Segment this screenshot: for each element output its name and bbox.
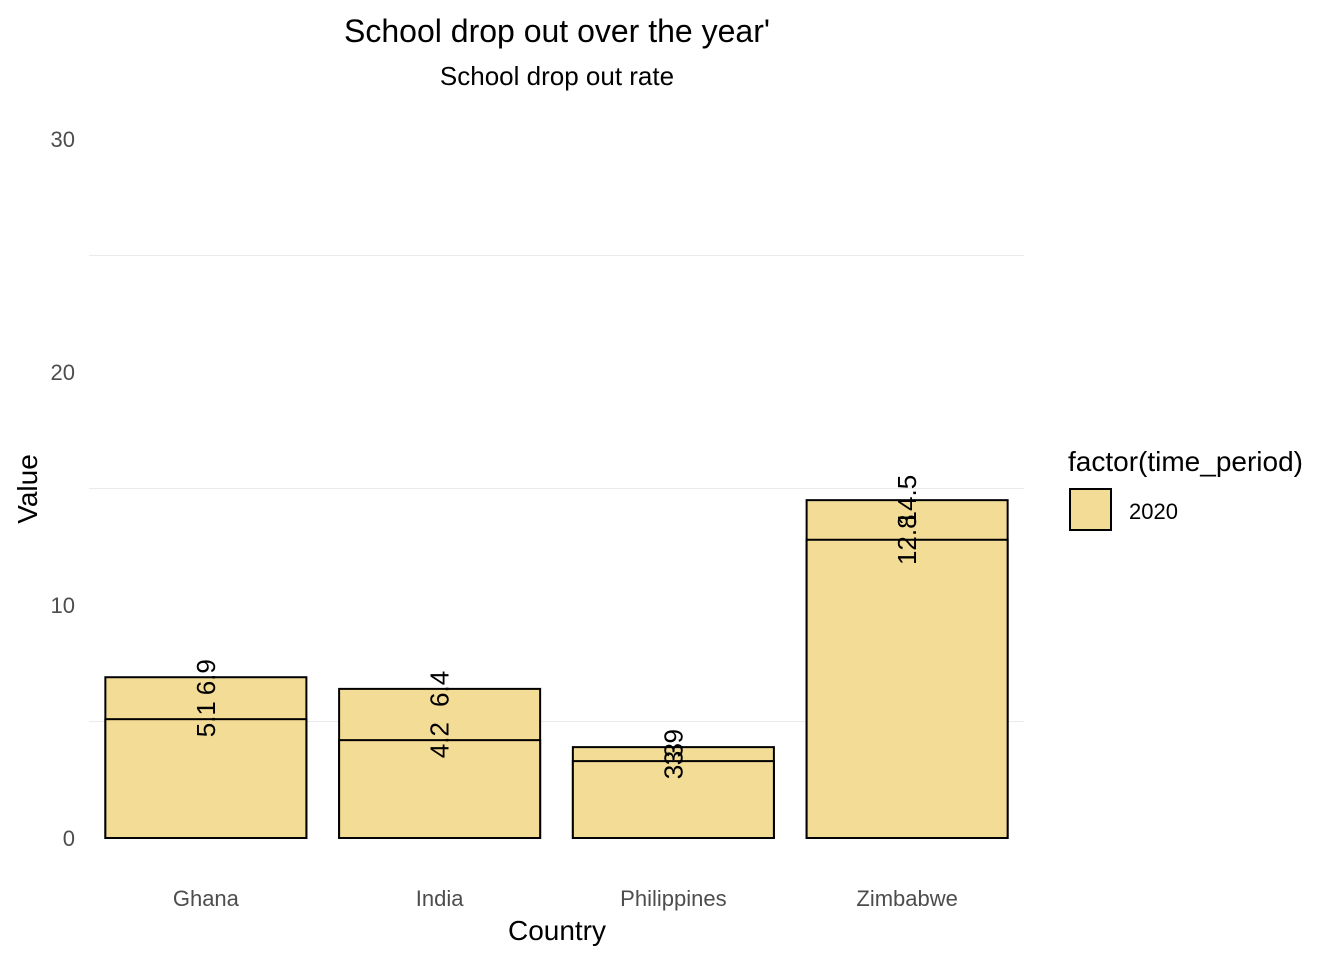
bars xyxy=(104,499,1009,840)
data-label: 3.3 xyxy=(658,743,688,779)
bar-india xyxy=(338,739,542,840)
data-label: 6.9 xyxy=(191,659,221,695)
bar-zimbabwe xyxy=(805,538,1009,839)
legend: factor(time_period) 2020 xyxy=(1068,446,1303,531)
bar-ghana xyxy=(104,718,308,839)
y-tick-label: 30 xyxy=(51,127,75,152)
data-label: 4.2 xyxy=(425,722,455,758)
bar-philippines xyxy=(571,760,775,839)
x-tick-label: Ghana xyxy=(173,886,240,911)
y-tick-label: 20 xyxy=(51,360,75,385)
y-tick-label: 10 xyxy=(51,593,75,618)
y-axis-title: Value xyxy=(12,454,43,524)
data-label: 6.4 xyxy=(425,671,455,707)
legend-label-2020: 2020 xyxy=(1129,499,1178,524)
x-tick-label: India xyxy=(416,886,464,911)
data-label: 14.5 xyxy=(892,475,922,526)
chart-subtitle: School drop out rate xyxy=(440,61,674,91)
x-tick-label: Zimbabwe xyxy=(856,886,957,911)
y-axis-ticks: 0 10 20 30 xyxy=(51,127,75,851)
x-tick-label: Philippines xyxy=(620,886,726,911)
legend-title: factor(time_period) xyxy=(1068,446,1303,477)
data-labels: 5.1 6.9 4.2 6.4 3.33.9 12.814.5 xyxy=(191,475,922,779)
y-tick-label: 0 xyxy=(63,826,75,851)
x-axis-ticks: Ghana India Philippines Zimbabwe xyxy=(173,886,958,911)
data-label: 3.9 xyxy=(658,729,688,765)
data-label: 12.8 xyxy=(892,514,922,565)
chart-title: School drop out over the year' xyxy=(344,13,770,49)
data-label: 5.1 xyxy=(191,701,221,737)
legend-key-2020 xyxy=(1069,488,1112,531)
x-axis-title: Country xyxy=(508,915,606,946)
